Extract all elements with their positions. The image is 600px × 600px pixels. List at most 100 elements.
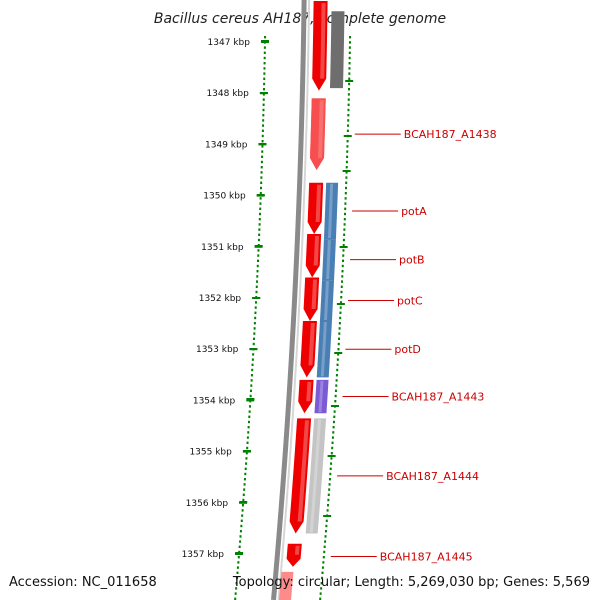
gc-dot-inner [257, 259, 260, 262]
gc-dot-inner [254, 316, 257, 320]
gc-dot-inner [252, 342, 255, 346]
gc-dot-inner [260, 176, 263, 179]
tick-mark [260, 41, 269, 43]
gc-dot-inner [253, 332, 256, 335]
gc-dot-outer [346, 145, 349, 148]
gc-dot-inner [261, 150, 264, 153]
gc-dot-outer [322, 556, 325, 559]
gc-dot-outer [334, 400, 337, 403]
gc-dot-outer [341, 275, 344, 278]
backbone-line [271, 0, 307, 600]
tick-mark [234, 553, 243, 555]
gc-dot-inner [245, 452, 248, 455]
tick-mark [249, 348, 258, 351]
tick-mark [256, 194, 265, 197]
gc-dash [339, 246, 348, 248]
feature-block [305, 418, 327, 534]
gc-dot-outer [337, 348, 340, 351]
gc-dot-inner [258, 233, 261, 236]
gc-dot-outer [344, 192, 347, 195]
cds-arrow-highlight [308, 323, 315, 366]
gc-dot-inner [262, 93, 265, 96]
gc-dot-inner [257, 254, 260, 257]
gc-dot-inner [257, 238, 260, 242]
gc-dot-outer [346, 140, 349, 143]
gc-dot-outer [347, 108, 350, 112]
tick-mark [242, 450, 251, 453]
gc-dot-inner [254, 301, 257, 304]
gc-dot-inner [241, 504, 244, 507]
gc-dot-outer [345, 186, 348, 190]
gc-dot-inner [261, 134, 264, 138]
gc-dot-outer [341, 270, 344, 273]
cds-arrow-highlight [294, 545, 300, 555]
gc-dot-outer [333, 415, 336, 418]
gc-dot-outer [327, 498, 330, 502]
feature-block [310, 98, 326, 170]
gc-dot-outer [337, 353, 340, 356]
gc-dot-outer [345, 176, 348, 179]
gc-dot-outer [339, 311, 342, 314]
gc-dot-outer [347, 103, 350, 106]
gc-dot-outer [331, 436, 334, 439]
cds-arrow [298, 379, 314, 414]
feature-block [322, 239, 336, 281]
gc-dot-inner [263, 82, 266, 86]
gc-dot-outer [338, 337, 341, 340]
cds-arrow-highlight [311, 279, 318, 310]
gc-dot-outer [344, 207, 347, 210]
gc-dot-outer [321, 571, 324, 574]
gc-dot-inner [262, 88, 265, 91]
gc-dot-outer [343, 218, 346, 221]
gc-dot-outer [348, 46, 351, 49]
gc-dot-inner [247, 431, 250, 434]
gc-dot-inner [250, 384, 253, 387]
gc-dot-outer [333, 410, 336, 413]
gene-label: BCAH187_A1438 [404, 128, 497, 141]
gc-dot-inner [257, 249, 260, 252]
tick-mark [259, 92, 268, 95]
gc-dot-inner [254, 306, 257, 309]
accession-text: Accession: NC_011658 [9, 575, 157, 590]
gc-dot-outer [345, 181, 348, 184]
cds-arrow [303, 277, 320, 322]
gc-dot-inner [260, 160, 263, 164]
feature-block-highlight [324, 281, 329, 321]
gc-dot-outer [343, 223, 346, 226]
gc-dot-inner [234, 592, 237, 595]
feature-block-highlight [320, 322, 327, 377]
gc-dot-inner [247, 426, 250, 429]
position-ticks: 1347 kbp 1348 kbp 1349 kbp 1350 kbp 1351 kbp… [182, 38, 269, 560]
gc-dot-outer [325, 524, 328, 528]
gc-dot-inner [263, 72, 266, 75]
gc-dot-inner [243, 488, 246, 491]
gc-dot-inner [258, 228, 261, 231]
gc-dot-inner [239, 535, 242, 538]
tick-mark [246, 399, 255, 402]
gc-dot-outer [345, 160, 348, 164]
feature-block-highlight [327, 183, 334, 239]
tick-mark [254, 245, 263, 248]
gc-dot-outer [329, 467, 332, 470]
gc-dot-outer [347, 124, 350, 127]
tick-mark [239, 501, 248, 504]
gc-dot-inner [244, 467, 247, 470]
gc-dot-inner [237, 561, 240, 564]
gc-dot-outer [325, 519, 328, 522]
gc-dot-inner [242, 493, 245, 496]
map-title: Bacillus cereus AH187, complete genome [154, 11, 446, 27]
cds-arrow-highlight [313, 236, 320, 266]
gc-dot-inner [256, 264, 259, 268]
gc-dot-inner [263, 62, 266, 65]
gene-label: BCAH187_A1444 [386, 470, 479, 483]
tick-label: 1354 kbp [193, 396, 236, 406]
gc-dot-outer [323, 550, 326, 554]
gc-dot-inner [240, 524, 243, 528]
genome-backbone [271, 0, 311, 600]
gc-dot-outer [321, 566, 324, 569]
gc-dot-inner [251, 363, 254, 366]
gc-dot-inner [240, 519, 243, 522]
gc-dot-inner [262, 119, 265, 122]
gc-dot-inner [256, 280, 259, 283]
